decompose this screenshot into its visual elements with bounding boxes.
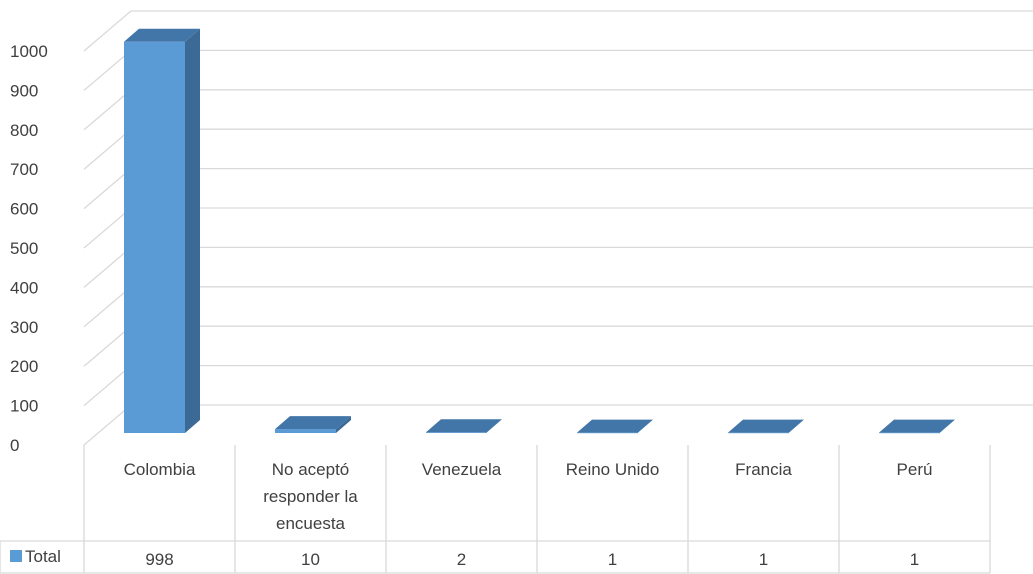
bar-4 [728,420,804,434]
value-label: 1 [759,550,768,569]
bar-front [426,432,487,433]
bar-front [275,429,336,433]
bar-0 [124,29,200,433]
bar-side [185,29,200,433]
bar-front [124,42,185,433]
category-label: Francia [735,460,792,479]
bar-top [577,420,653,433]
gridlines [84,11,1033,445]
bar-front [879,433,940,434]
gridline-diagonal [84,11,131,51]
y-tick-label: 900 [10,81,38,100]
legend-swatch [10,550,22,562]
y-tick-label: 1000 [10,42,48,61]
value-label: 1 [608,550,617,569]
data-table: Colombia No aceptó responder la encuesta Ven… [0,445,990,573]
gridline-diagonal [84,208,131,248]
y-tick-label: 600 [10,200,38,219]
value-label: 10 [301,550,320,569]
category-label: Colombia [124,460,196,479]
bar-top [728,420,804,433]
bar-front [577,433,638,434]
legend-label: Total [25,547,61,566]
category-label: No aceptó responder la encuesta [263,460,358,533]
gridline-diagonal [84,287,131,327]
y-tick-label: 400 [10,278,38,297]
y-axis-ticks: 0 100 200 300 400 500 600 700 800 900 1000 [10,42,48,455]
gridline-diagonal [84,169,131,209]
y-tick-label: 100 [10,397,38,416]
gridline-diagonal [84,247,131,287]
bar-top [426,419,502,432]
gridline-diagonal [84,90,131,130]
y-tick-label: 500 [10,239,38,258]
y-tick-label: 800 [10,121,38,140]
category-label: Reino Unido [566,460,660,479]
y-tick-label: 0 [10,436,19,455]
gridline-diagonal [84,366,131,406]
y-tick-label: 300 [10,318,38,337]
gridline-diagonal [84,129,131,169]
bar-5 [879,420,955,434]
value-label: 998 [145,550,173,569]
bar-front [728,433,789,434]
category-label: Venezuela [422,460,502,479]
bar-1 [275,416,351,433]
category-label: Perú [897,460,933,479]
bar-top [879,420,955,433]
gridline-diagonal [84,326,131,366]
gridline-diagonal [84,50,131,90]
y-tick-label: 700 [10,160,38,179]
bar-3 [577,420,653,434]
bar-2 [426,419,502,433]
gridline-diagonal [84,405,131,445]
value-label: 1 [910,550,919,569]
y-tick-label: 200 [10,357,38,376]
value-label: 2 [457,550,466,569]
